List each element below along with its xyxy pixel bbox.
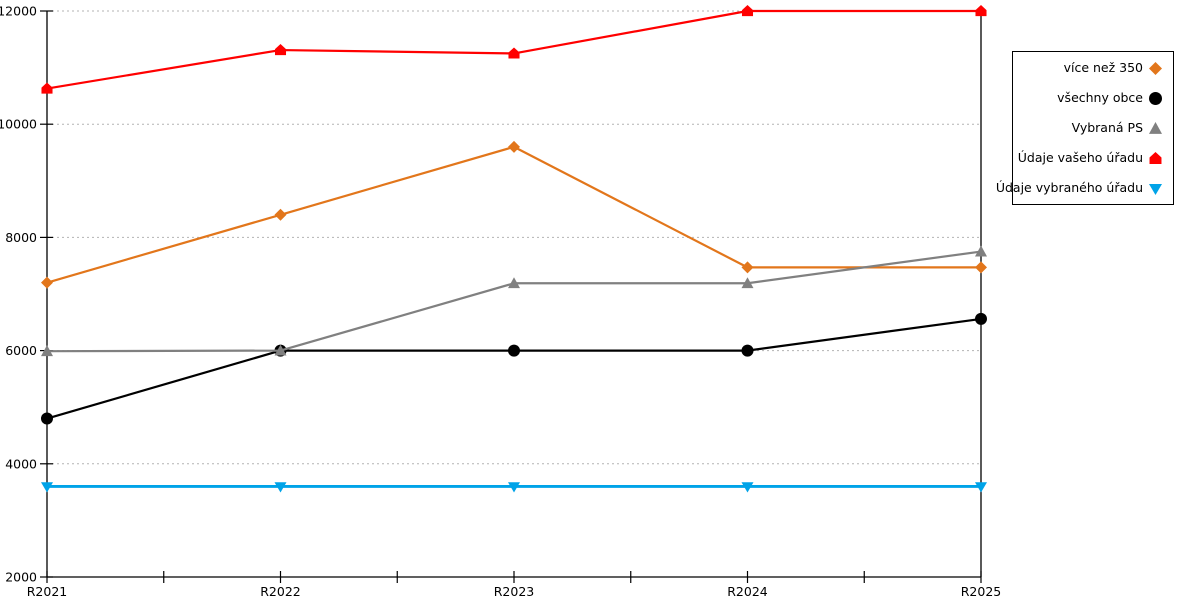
series-udaje-vaseho-uradu bbox=[41, 5, 987, 94]
circle-marker-icon bbox=[508, 344, 520, 357]
x-tick-label: R2024 bbox=[727, 584, 768, 599]
triangle-down-marker-icon bbox=[1149, 183, 1162, 195]
pentagon-icon bbox=[1149, 151, 1162, 164]
legend-label: všechny obce bbox=[1057, 90, 1143, 105]
triangle-up-marker-icon bbox=[1149, 121, 1162, 134]
y-tick-label: 8000 bbox=[5, 230, 37, 245]
legend-item-udaje-vybraneho-uradu: Údaje vybraného úřadu bbox=[996, 173, 1163, 203]
triangle-down-marker-icon bbox=[274, 482, 287, 493]
series-line bbox=[46, 145, 981, 284]
series-line bbox=[46, 317, 982, 420]
y-tick-label: 2000 bbox=[5, 570, 37, 585]
pentagon-marker-icon bbox=[975, 5, 987, 17]
legend-item-udaje-vaseho-uradu: Údaje vašeho úřadu bbox=[1017, 143, 1163, 173]
triangle-down-marker-icon bbox=[41, 482, 53, 493]
diamond-marker-icon bbox=[741, 261, 754, 274]
circle-icon bbox=[1149, 91, 1162, 105]
triangle-up-marker-icon bbox=[741, 277, 754, 289]
legend-label: Vybraná PS bbox=[1071, 120, 1143, 135]
x-tick-label: R2023 bbox=[494, 584, 535, 599]
diamond-icon bbox=[1149, 61, 1162, 75]
triangle-down-icon bbox=[1149, 183, 1162, 195]
axes: 2000 4000 6000 8000 10000 12000 R2021 R2022 R202… bbox=[0, 4, 1001, 600]
x-tick-label: R2025 bbox=[961, 584, 1002, 599]
y-tick-label: 10000 bbox=[0, 117, 37, 132]
triangle-down-marker-icon bbox=[741, 482, 754, 493]
circle-marker-icon bbox=[41, 412, 53, 425]
triangle-up-marker-icon bbox=[41, 345, 53, 357]
circle-marker-icon bbox=[1149, 91, 1162, 105]
legend-item-vice-nez-350: více než 350 bbox=[1019, 53, 1163, 83]
legend-label: Údaje vybraného úřadu bbox=[995, 180, 1143, 195]
legend: více než 350 všechny obce Vybraná PS Údaje … bbox=[996, 51, 1174, 205]
series-vsechny-obce bbox=[41, 312, 987, 425]
series-udaje-vybraneho-uradu bbox=[41, 482, 987, 493]
gridlines bbox=[47, 10, 981, 465]
diamond-marker-icon bbox=[975, 261, 987, 274]
triangle-down-marker-icon bbox=[508, 482, 520, 493]
triangle-up-marker-icon bbox=[508, 277, 520, 289]
triangle-up-icon bbox=[1149, 121, 1162, 134]
circle-marker-icon bbox=[975, 312, 987, 325]
circle-marker-icon bbox=[741, 344, 754, 357]
diamond-marker-icon bbox=[1149, 61, 1162, 75]
diamond-marker-icon bbox=[274, 208, 287, 221]
series-vice-nez-350 bbox=[41, 140, 987, 289]
pentagon-marker-icon bbox=[741, 5, 754, 17]
diamond-marker-icon bbox=[41, 276, 53, 289]
pentagon-marker-icon bbox=[508, 47, 520, 59]
x-tick-label: R2022 bbox=[260, 584, 301, 599]
pentagon-marker-icon bbox=[41, 82, 53, 94]
triangle-up-marker-icon bbox=[975, 245, 987, 257]
y-tick-label: 6000 bbox=[5, 343, 37, 358]
triangle-up-marker-icon bbox=[274, 344, 287, 356]
x-tick-label: R2021 bbox=[27, 584, 68, 599]
legend-label: Údaje vašeho úřadu bbox=[1017, 150, 1143, 165]
pentagon-marker-icon bbox=[1149, 151, 1162, 164]
legend-item-vybrana-ps: Vybraná PS bbox=[1019, 113, 1163, 143]
pentagon-marker-icon bbox=[274, 44, 287, 56]
series-vybrana-ps bbox=[41, 245, 987, 357]
y-tick-label: 12000 bbox=[0, 4, 37, 19]
triangle-down-marker-icon bbox=[975, 482, 987, 493]
y-tick-label: 4000 bbox=[5, 456, 37, 471]
legend-item-vsechny-obce: všechny obce bbox=[1019, 83, 1163, 113]
diamond-marker-icon bbox=[508, 140, 520, 153]
legend-label: více než 350 bbox=[1063, 60, 1143, 75]
